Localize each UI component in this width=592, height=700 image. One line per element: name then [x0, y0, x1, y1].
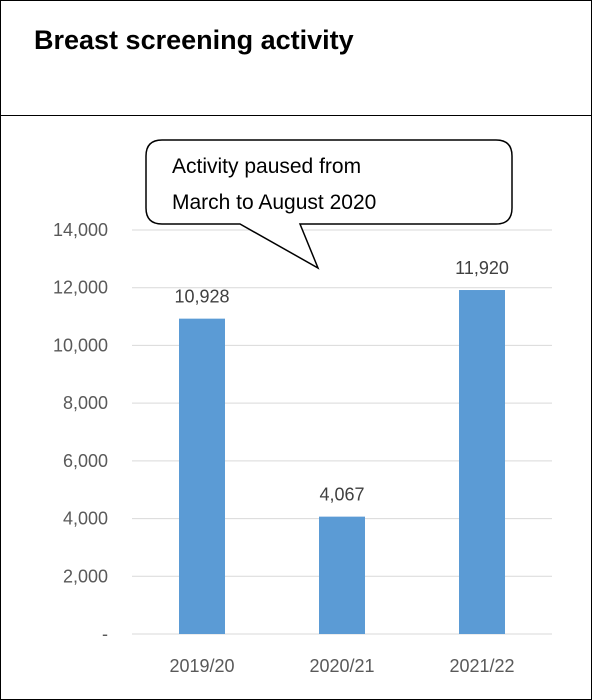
- annotation-callout: Activity paused from March to August 202…: [145, 139, 513, 270]
- bar-2019-20: [179, 318, 225, 634]
- callout-bubble: [145, 139, 513, 270]
- bar-value-label: 4,067: [319, 485, 364, 505]
- y-tick-label: 2,000: [63, 566, 108, 586]
- chart-title: Breast screening activity: [34, 25, 354, 55]
- bar-2020-21: [319, 516, 365, 634]
- x-axis: 2019/20 2020/21 2021/22: [169, 656, 514, 676]
- bars: [179, 290, 505, 634]
- x-tick-label: 2021/22: [449, 656, 514, 676]
- y-tick-label: 6,000: [63, 451, 108, 471]
- x-tick-label: 2020/21: [309, 656, 374, 676]
- callout-line-2: March to August 2020: [172, 191, 376, 214]
- y-tick-label: 4,000: [63, 509, 108, 529]
- bar-2021-22: [459, 290, 505, 634]
- y-tick-label: 8,000: [63, 393, 108, 413]
- y-tick-label: -: [102, 624, 108, 644]
- data-labels: 10,928 4,067 11,920: [174, 258, 508, 505]
- y-tick-label: 10,000: [53, 335, 108, 355]
- bar-value-label: 11,920: [455, 258, 509, 278]
- x-tick-label: 2019/20: [169, 656, 234, 676]
- y-tick-label: 14,000: [53, 220, 108, 240]
- callout-line-1: Activity paused from: [172, 155, 361, 178]
- bar-value-label: 10,928: [174, 287, 229, 307]
- y-axis: - 2,000 4,000 6,000 8,000 10,000 12,000 14,000: [53, 220, 108, 644]
- y-tick-label: 12,000: [53, 278, 108, 298]
- title-box: Breast screening activity: [1, 1, 591, 116]
